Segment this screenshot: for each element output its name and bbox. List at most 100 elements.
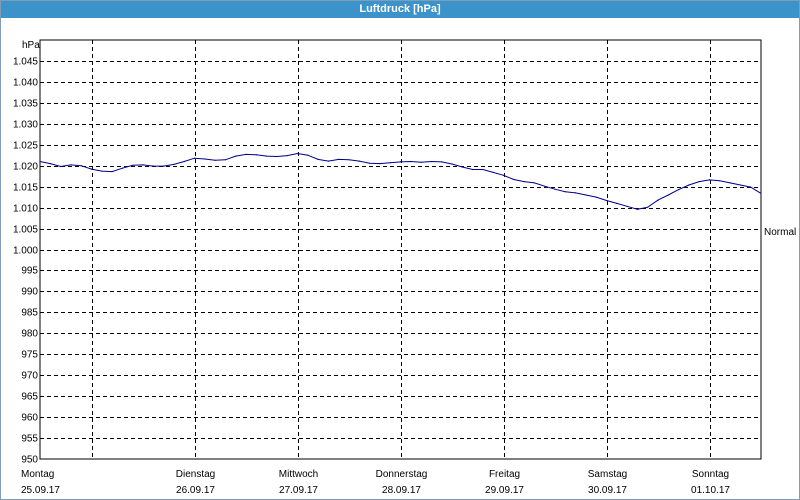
data-point [595, 196, 597, 198]
data-point [461, 166, 463, 168]
data-point [132, 164, 134, 166]
data-point [245, 153, 247, 155]
y-tick-label: 990 [21, 287, 38, 298]
data-point [420, 161, 422, 163]
data-point [111, 171, 113, 173]
x-tick-day-label: Donnerstag [376, 469, 428, 480]
y-axis-unit-label: hPa [22, 40, 40, 51]
y-tick-label: 980 [21, 329, 38, 340]
data-point [739, 184, 742, 186]
x-tick-date-label: 25.09.17 [21, 485, 60, 496]
data-point [348, 159, 350, 161]
data-point [183, 160, 185, 163]
data-point [276, 155, 278, 158]
data-point [70, 164, 72, 166]
data-point [647, 206, 649, 208]
data-point [688, 184, 690, 186]
y-tick-label: 1.015 [13, 183, 38, 194]
data-point [49, 163, 51, 165]
y-tick-label: 985 [21, 308, 38, 319]
data-point [554, 188, 556, 190]
chart-title: Luftdruck [hPa] [1, 1, 799, 18]
data-point [616, 202, 618, 204]
data-point [441, 161, 443, 163]
data-point [502, 174, 505, 176]
data-point [60, 165, 62, 168]
data-point [101, 170, 103, 172]
data-point [667, 194, 669, 196]
data-point [173, 163, 175, 165]
y-tick-label: 1.025 [13, 141, 38, 152]
data-point [90, 168, 93, 170]
y-tick-label: 1.030 [13, 120, 38, 131]
data-point [307, 154, 309, 156]
y-tick-label: 975 [21, 350, 38, 361]
data-point [410, 160, 412, 163]
data-point [575, 192, 577, 194]
data-point [513, 178, 515, 181]
y-tick-label: 1.020 [13, 162, 38, 173]
x-tick-date-label: 28.09.17 [382, 485, 421, 496]
data-point [533, 182, 536, 184]
y-tick-label: 1.040 [13, 78, 38, 89]
y-tick-label: 1.005 [13, 225, 38, 236]
y-tick-label: 995 [21, 266, 38, 277]
x-tick-date-label: 30.09.17 [588, 485, 627, 496]
data-point [399, 161, 402, 163]
data-point [142, 164, 144, 166]
data-point [224, 159, 226, 161]
data-point [152, 165, 154, 167]
data-point [163, 165, 165, 167]
data-point [121, 167, 123, 169]
data-point [585, 194, 587, 196]
data-point [430, 160, 432, 163]
data-point [564, 191, 566, 193]
data-point [235, 155, 237, 157]
reference-line-label: Normal [764, 227, 796, 238]
x-tick-date-label: 26.09.17 [176, 485, 215, 496]
data-point [255, 154, 257, 156]
data-point [317, 158, 319, 160]
y-tick-label: 1.010 [13, 204, 38, 215]
y-tick-label: 960 [21, 413, 38, 424]
data-point [698, 181, 700, 183]
data-point [358, 160, 360, 162]
data-point [451, 163, 453, 165]
y-tick-label: 950 [21, 455, 38, 466]
data-point [472, 168, 474, 171]
y-tick-label: 970 [21, 371, 38, 382]
y-tick-label: 1.035 [13, 99, 38, 110]
y-tick-label: 1.000 [13, 246, 38, 257]
x-tick-date-label: 29.09.17 [485, 485, 524, 496]
data-point [369, 162, 371, 164]
data-point [708, 179, 711, 181]
data-point [204, 158, 206, 160]
data-point [657, 199, 659, 201]
y-tick-label: 965 [21, 392, 38, 403]
data-point [626, 205, 628, 207]
data-point [39, 160, 41, 163]
x-tick-day-label: Montag [21, 469, 54, 480]
y-tick-label: 955 [21, 434, 38, 445]
data-point [379, 163, 381, 165]
data-point [544, 185, 546, 187]
data-point [719, 180, 721, 182]
data-point [286, 155, 288, 157]
data-point [389, 162, 391, 164]
data-point [492, 171, 494, 173]
x-tick-date-label: 27.09.17 [279, 485, 318, 496]
y-tick-label: 1.045 [13, 57, 38, 68]
data-point [193, 157, 196, 159]
data-point [266, 155, 268, 157]
data-point [523, 181, 525, 183]
data-point [605, 199, 608, 202]
data-point [678, 189, 680, 191]
x-tick-day-label: Samstag [588, 469, 627, 480]
x-tick-day-label: Mittwoch [279, 469, 318, 480]
data-point [636, 208, 639, 210]
x-tick-day-label: Sonntag [692, 469, 729, 480]
data-point [80, 165, 82, 167]
data-point [482, 168, 484, 171]
x-tick-day-label: Dienstag [176, 469, 215, 480]
